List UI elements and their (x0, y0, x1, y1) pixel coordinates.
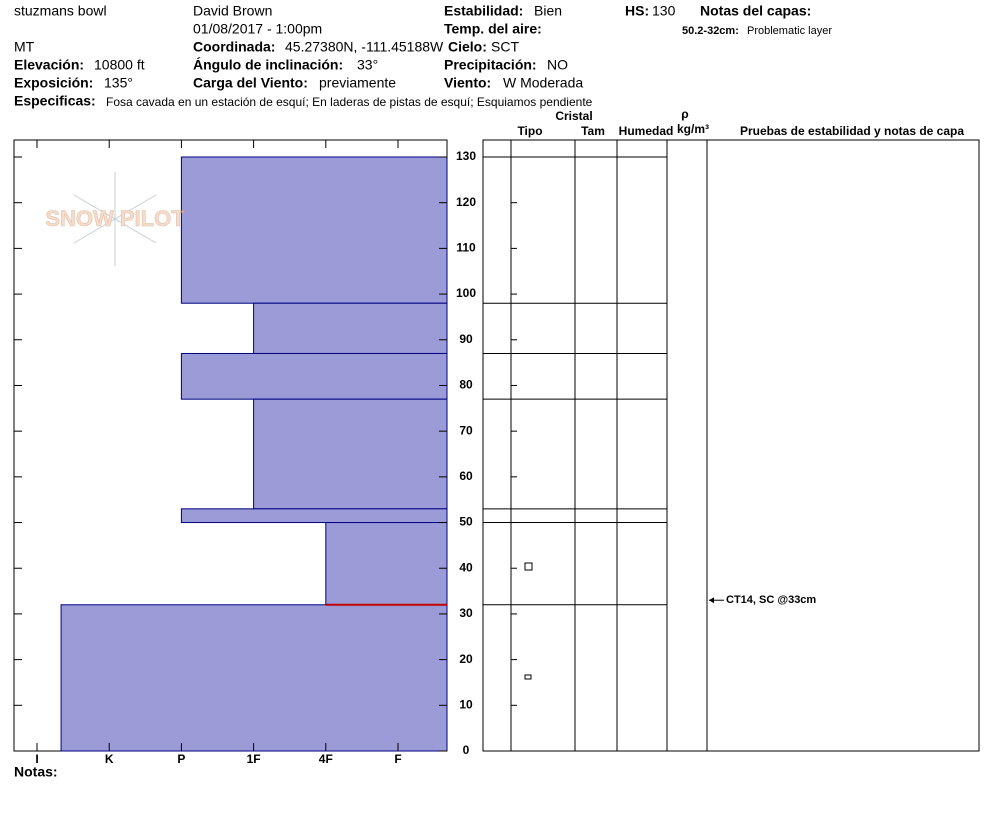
label: Precipitación: (444, 57, 537, 73)
hardness-layer (253, 302, 448, 354)
grain-symbol (524, 562, 533, 571)
label: Exposición: (14, 75, 93, 91)
column-header: ρ (681, 107, 688, 121)
value: 10800 ft (94, 57, 145, 73)
header: stuzmans bowl David Brown Estabilidad: B… (14, 3, 832, 780)
x-tick-label: F (394, 752, 401, 766)
state: MT (14, 39, 35, 55)
label: Elevación: (14, 57, 84, 73)
value: 45.27380N, -111.45188W (285, 39, 444, 55)
grain-symbol (524, 674, 532, 680)
y-tick-label: 0 (463, 743, 470, 757)
value: Fosa cavada en un estación de esquí; En … (106, 95, 593, 109)
test-arrowhead (709, 597, 714, 604)
value: NO (547, 57, 568, 73)
datetime: 01/08/2017 - 1:00pm (193, 21, 322, 37)
column-headers: Cristal ρ Tipo Tam Humedad kg/m³ Pruebas… (517, 107, 964, 138)
label: Cielo: (448, 39, 487, 55)
x-tick-label: P (177, 752, 185, 766)
location: stuzmans bowl (14, 3, 107, 19)
hardness-layer (180, 352, 448, 400)
hardness-layer (180, 508, 448, 524)
hardness-layer (60, 604, 448, 752)
x-tick-label: K (105, 752, 114, 766)
value: W Moderada (503, 75, 583, 91)
column-header: Humedad (619, 124, 674, 138)
y-tick-label: 120 (456, 195, 476, 209)
value: Problematic layer (747, 25, 832, 37)
label: Coordinada: (193, 39, 275, 55)
y-tick-label: 60 (459, 469, 473, 483)
y-tick-label: 80 (459, 378, 473, 392)
y-tick-label: 90 (459, 332, 473, 346)
y-tick-label: 130 (456, 149, 476, 163)
y-tick-label: 100 (456, 286, 476, 300)
value: SCT (491, 39, 519, 55)
label: 50.2-32cm: (682, 25, 739, 37)
label: HS: (625, 3, 649, 19)
y-tick-label: 20 (459, 652, 473, 666)
column-header: kg/m³ (677, 122, 709, 136)
hardness-layer (325, 522, 448, 606)
y-tick-label: 50 (459, 515, 473, 529)
observer: David Brown (193, 3, 272, 19)
x-tick-label: 4F (319, 752, 333, 766)
label: Ángulo de inclinación: (193, 57, 343, 73)
x-tick-label: 1F (247, 752, 261, 766)
logo-text: SNOW PILOT (45, 206, 185, 231)
y-tick-label: 30 (459, 606, 473, 620)
value: Bien (534, 3, 562, 19)
value: 130 (652, 3, 676, 19)
hardness-layer (253, 398, 448, 510)
y-tick-label: 110 (456, 241, 476, 255)
stability-test: CT14, SC @33cm (726, 594, 816, 606)
notes-label: Notas: (14, 764, 58, 780)
label: Viento: (444, 75, 491, 91)
layer-table (482, 139, 980, 752)
label: Carga del Viento: (193, 75, 308, 91)
column-header: Tipo (517, 124, 542, 138)
y-tick-label: 70 (459, 423, 473, 437)
label: Temp. del aire: (444, 21, 542, 37)
hardness-plot: I K P 1F 4F F 0 10 20 30 40 50 60 70 80 90 100 110 120 130 C… (13, 139, 980, 766)
x-tick-label: I (35, 752, 38, 766)
value: 33° (357, 57, 378, 73)
value: previamente (319, 75, 396, 91)
label: Especificas: (14, 93, 96, 109)
label: Notas del capas: (700, 3, 811, 19)
column-header: Cristal (555, 109, 592, 123)
column-header: Pruebas de estabilidad y notas de capa (740, 124, 964, 138)
column-header: Tam (581, 124, 605, 138)
y-tick-label: 10 (459, 697, 473, 711)
logo: SNOW PILOT (45, 172, 186, 266)
y-tick-label: 40 (459, 560, 473, 574)
hardness-layer (180, 156, 448, 304)
value: 135° (104, 75, 133, 91)
label: Estabilidad: (444, 3, 523, 19)
snowflake (73, 172, 157, 266)
